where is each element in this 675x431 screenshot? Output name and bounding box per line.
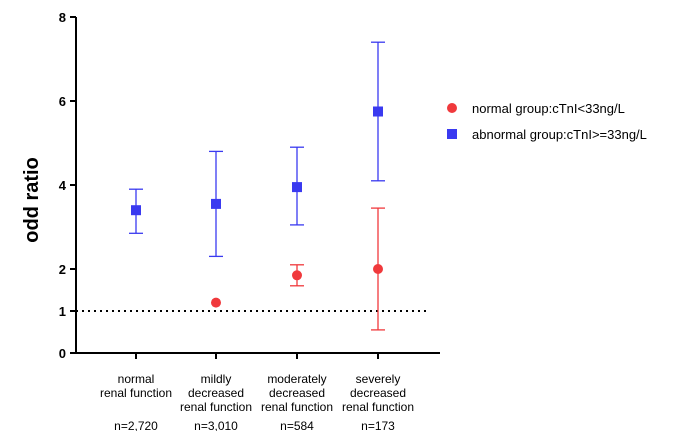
x-tick-label: moderately [267,372,326,386]
y-tick-label: 0 [59,346,66,361]
x-tick-label: renal function [261,400,333,414]
x-tick-label: normal [118,372,155,386]
data-point-circle [211,297,221,308]
legend: normal group:cTnI<33ng/L abnormal group:c… [447,101,647,142]
data-point-circle [373,264,383,274]
x-tick-label: decreased [269,386,325,400]
y-tick-label: 2 [59,262,66,277]
x-tick-label: mildly [201,372,232,386]
y-tick-label: 1 [59,304,66,319]
y-tick-label: 4 [59,178,67,193]
x-tick-label: severely [356,372,401,386]
data-point-circle [292,270,302,281]
y-axis-label: odd ratio [21,157,43,243]
x-tick-label: decreased [350,386,406,400]
data-point-square [292,182,302,193]
x-tick-label: decreased [188,386,244,400]
legend-marker-circle [447,103,457,113]
chart-marks [129,41,385,331]
legend-label: abnormal group:cTnI>=33ng/L [472,127,647,142]
x-sample-size-label: n=584 [280,419,314,431]
y-tick-label: 6 [59,94,66,109]
legend-label: normal group:cTnI<33ng/L [472,101,625,116]
data-point-square [131,205,141,216]
x-sample-size-label: n=173 [361,419,395,431]
x-tick-label: renal function [100,386,172,400]
data-point-square [373,106,383,117]
x-sample-size-label: n=3,010 [194,419,238,431]
x-tick-label: renal function [180,400,252,414]
data-point-square [211,198,221,209]
y-tick-label: 8 [59,10,66,25]
x-tick-label: renal function [342,400,414,414]
legend-marker-square [447,129,457,139]
x-sample-size-label: n=2,720 [114,419,158,431]
